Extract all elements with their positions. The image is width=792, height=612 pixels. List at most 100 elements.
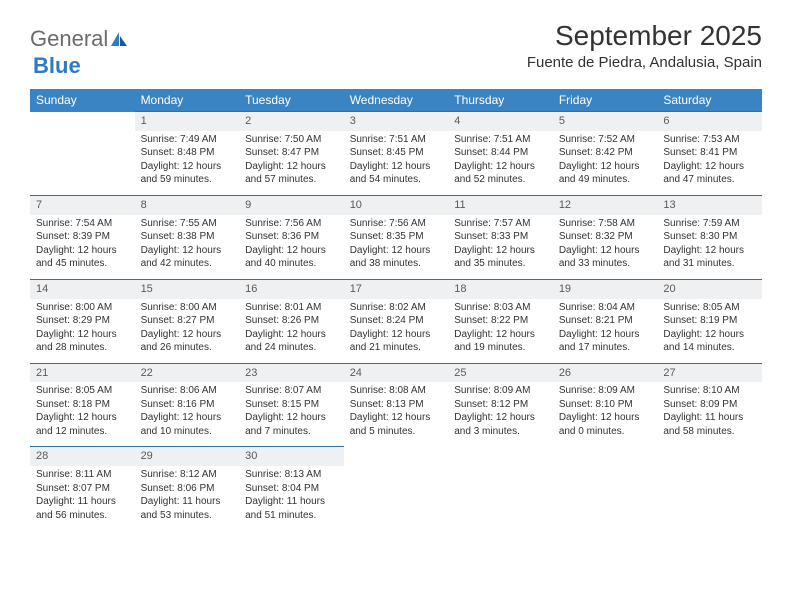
logo-text-blue: Blue [33, 53, 81, 78]
sunrise-line: Sunrise: 8:02 AM [350, 301, 443, 315]
day-content-cell: Sunrise: 8:00 AMSunset: 8:27 PMDaylight:… [135, 299, 240, 364]
day-number-cell: 8 [135, 195, 240, 214]
day-number-cell [448, 447, 553, 466]
content-row: Sunrise: 7:49 AMSunset: 8:48 PM Daylight:… [30, 131, 762, 196]
daylight-line: Daylight: 12 hours and 47 minutes. [663, 160, 756, 187]
logo-text-general: General [30, 26, 108, 52]
day-content-cell: Sunrise: 7:59 AMSunset: 8:30 PMDaylight:… [657, 215, 762, 280]
day-number-cell: 14 [30, 279, 135, 298]
daylight-line: Daylight: 12 hours and 3 minutes. [454, 411, 547, 438]
sunrise-line: Sunrise: 8:12 AM [141, 468, 234, 482]
weekday-monday: Monday [135, 89, 240, 112]
day-content-cell: Sunrise: 7:54 AMSunset: 8:39 PMDaylight:… [30, 215, 135, 280]
sunrise-line: Sunrise: 8:10 AM [663, 384, 756, 398]
content-row: Sunrise: 8:05 AMSunset: 8:18 PMDaylight:… [30, 382, 762, 447]
month-title: September 2025 [527, 20, 762, 52]
sunrise-line: Sunrise: 8:09 AM [454, 384, 547, 398]
day-content-cell: Sunrise: 7:51 AMSunset: 8:44 PMDaylight:… [448, 131, 553, 196]
day-number-cell: 27 [657, 363, 762, 382]
daylight-line: Daylight: 12 hours and 49 minutes. [559, 160, 652, 187]
sunset-line: Sunset: 8:15 PM [245, 398, 338, 412]
day-content-cell: Sunrise: 8:05 AMSunset: 8:18 PMDaylight:… [30, 382, 135, 447]
content-row: Sunrise: 7:54 AMSunset: 8:39 PMDaylight:… [30, 215, 762, 280]
day-content-cell: Sunrise: 8:07 AMSunset: 8:15 PMDaylight:… [239, 382, 344, 447]
sunrise-line: Sunrise: 7:53 AM [663, 133, 756, 147]
sunrise-line: Sunrise: 8:03 AM [454, 301, 547, 315]
day-number-cell [344, 447, 449, 466]
day-number-cell: 12 [553, 195, 658, 214]
sunset-line: Sunset: 8:10 PM [559, 398, 652, 412]
day-number-cell: 13 [657, 195, 762, 214]
day-content-cell: Sunrise: 8:02 AMSunset: 8:24 PMDaylight:… [344, 299, 449, 364]
day-content-cell: Sunrise: 7:55 AMSunset: 8:38 PMDaylight:… [135, 215, 240, 280]
daylight-line: Daylight: 12 hours and 10 minutes. [141, 411, 234, 438]
sunset-line: Sunset: 8:12 PM [454, 398, 547, 412]
sunrise-line: Sunrise: 8:13 AM [245, 468, 338, 482]
sunrise-line: Sunrise: 7:55 AM [141, 217, 234, 231]
daylight-line: Daylight: 12 hours and 45 minutes. [36, 244, 129, 271]
day-number-cell: 4 [448, 112, 553, 131]
sunrise-line: Sunrise: 7:49 AM [141, 133, 234, 147]
weekday-saturday: Saturday [657, 89, 762, 112]
sunrise-line: Sunrise: 8:04 AM [559, 301, 652, 315]
day-content-cell: Sunrise: 7:51 AMSunset: 8:45 PMDaylight:… [344, 131, 449, 196]
sunset-line: Sunset: 8:47 PM [245, 146, 338, 160]
sunrise-line: Sunrise: 7:54 AM [36, 217, 129, 231]
daynum-row: 78910111213 [30, 195, 762, 214]
daynum-row: 21222324252627 [30, 363, 762, 382]
day-content-cell: Sunrise: 8:09 AMSunset: 8:10 PMDaylight:… [553, 382, 658, 447]
sunset-line: Sunset: 8:48 PM [141, 146, 234, 160]
day-content-cell: Sunrise: 7:56 AMSunset: 8:36 PMDaylight:… [239, 215, 344, 280]
day-number-cell: 18 [448, 279, 553, 298]
day-content-cell: Sunrise: 7:49 AMSunset: 8:48 PMDaylight:… [135, 131, 240, 196]
day-number-cell: 7 [30, 195, 135, 214]
day-number-cell: 23 [239, 363, 344, 382]
weekday-friday: Friday [553, 89, 658, 112]
day-content-cell [657, 466, 762, 530]
day-number-cell: 30 [239, 447, 344, 466]
day-content-cell: Sunrise: 7:50 AMSunset: 8:47 PMDaylight:… [239, 131, 344, 196]
content-row: Sunrise: 8:00 AMSunset: 8:29 PMDaylight:… [30, 299, 762, 364]
logo-sail-icon [109, 30, 129, 48]
daylight-line: Daylight: 11 hours and 53 minutes. [141, 495, 234, 522]
sunrise-line: Sunrise: 7:51 AM [350, 133, 443, 147]
daylight-line: Daylight: 12 hours and 14 minutes. [663, 328, 756, 355]
sunrise-line: Sunrise: 8:05 AM [663, 301, 756, 315]
day-content-cell: Sunrise: 8:12 AMSunset: 8:06 PMDaylight:… [135, 466, 240, 530]
day-number-cell: 20 [657, 279, 762, 298]
sunset-line: Sunset: 8:16 PM [141, 398, 234, 412]
sunrise-line: Sunrise: 7:50 AM [245, 133, 338, 147]
day-content-cell: Sunrise: 7:52 AMSunset: 8:42 PMDaylight:… [553, 131, 658, 196]
day-number-cell: 16 [239, 279, 344, 298]
day-content-cell [30, 131, 135, 196]
daylight-line: Daylight: 12 hours and 38 minutes. [350, 244, 443, 271]
calendar-body: 123456Sunrise: 7:49 AMSunset: 8:48 PMDay… [30, 112, 762, 531]
weekday-thursday: Thursday [448, 89, 553, 112]
sunrise-line: Sunrise: 8:08 AM [350, 384, 443, 398]
day-number-cell: 1 [135, 112, 240, 131]
sunset-line: Sunset: 8:45 PM [350, 146, 443, 160]
day-number-cell [553, 447, 658, 466]
daylight-line: Daylight: 12 hours and 40 minutes. [245, 244, 338, 271]
day-number-cell: 22 [135, 363, 240, 382]
sunrise-line: Sunrise: 8:01 AM [245, 301, 338, 315]
day-content-cell: Sunrise: 8:06 AMSunset: 8:16 PMDaylight:… [135, 382, 240, 447]
sunrise-line: Sunrise: 8:11 AM [36, 468, 129, 482]
sunrise-line: Sunrise: 7:51 AM [454, 133, 547, 147]
day-number-cell: 9 [239, 195, 344, 214]
title-block: September 2025 Fuente de Piedra, Andalus… [527, 20, 762, 71]
sunset-line: Sunset: 8:36 PM [245, 230, 338, 244]
daylight-line: Daylight: 12 hours and 35 minutes. [454, 244, 547, 271]
daylight-line: Daylight: 12 hours and 19 minutes. [454, 328, 547, 355]
day-content-cell: Sunrise: 7:53 AMSunset: 8:41 PMDaylight:… [657, 131, 762, 196]
daylight-line: Daylight: 11 hours and 56 minutes. [36, 495, 129, 522]
sunrise-line: Sunrise: 7:59 AM [663, 217, 756, 231]
day-number-cell: 6 [657, 112, 762, 131]
sunrise-line: Sunrise: 8:00 AM [36, 301, 129, 315]
day-number-cell: 26 [553, 363, 658, 382]
daylight-line: Daylight: 12 hours and 31 minutes. [663, 244, 756, 271]
sunset-line: Sunset: 8:44 PM [454, 146, 547, 160]
daylight-line: Daylight: 12 hours and 24 minutes. [245, 328, 338, 355]
sunrise-line: Sunrise: 8:00 AM [141, 301, 234, 315]
day-content-cell: Sunrise: 8:13 AMSunset: 8:04 PMDaylight:… [239, 466, 344, 530]
